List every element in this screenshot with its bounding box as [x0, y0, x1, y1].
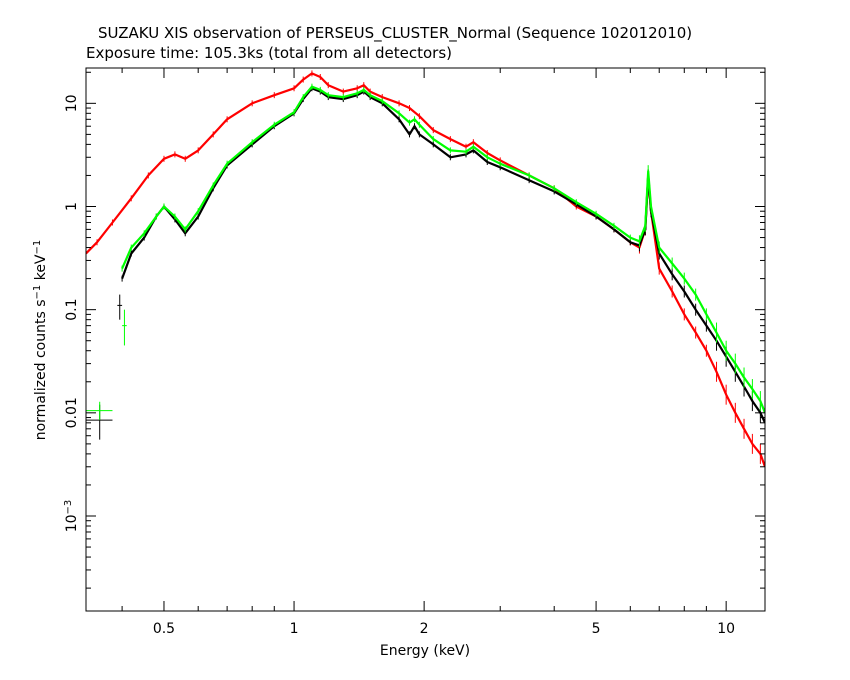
x-axis-label: Energy (keV): [380, 643, 470, 659]
y-tick-label: 1: [64, 202, 80, 211]
plot-frame: [85, 67, 766, 612]
y-axis-label-main: normalized counts s: [33, 299, 49, 440]
y-tick-label: 10: [64, 94, 80, 112]
y-tick-label: 0.01: [64, 397, 80, 428]
y-axis-label-sup2: −1: [32, 240, 43, 255]
series-line-1: [121, 87, 765, 424]
x-tick-label: 1: [290, 621, 299, 637]
x-tick-label: 2: [420, 621, 429, 637]
y-tick-label: 0.1: [64, 299, 80, 321]
axis-ticks: 0.5 1 2 5 10 10 1 0.1 0.01 10−3: [63, 68, 765, 637]
x-tick-label: 0.5: [153, 621, 175, 637]
x-tick-label: 5: [592, 621, 601, 637]
chart-title: SUZAKU XIS observation of PERSEUS_CLUSTE…: [98, 24, 692, 43]
y-axis-label: normalized counts s−1 keV−1: [32, 240, 50, 441]
series-layer: [86, 70, 765, 477]
chart-subtitle: Exposure time: 105.3ks (total from all d…: [86, 44, 452, 62]
y-tick-label: 10−3: [63, 500, 81, 533]
series-line-0: [86, 72, 765, 468]
y-axis-label-sup1: −1: [32, 285, 43, 300]
x-tick-label: 10: [717, 621, 735, 637]
series-line-2: [121, 85, 765, 414]
low-energy-points: [86, 294, 127, 440]
y-axis-label-unit: keV: [33, 254, 49, 285]
